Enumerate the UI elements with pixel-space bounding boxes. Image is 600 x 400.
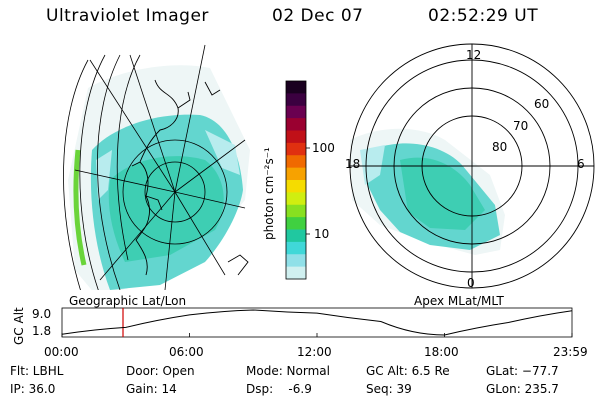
colorbar-band <box>286 167 306 181</box>
colorbar-band <box>286 266 306 280</box>
colorbar-band <box>286 229 306 243</box>
colorbar-tick-100: 100 <box>312 141 335 155</box>
time-label: 02:52:29 UT <box>428 6 539 26</box>
colorbar-band <box>286 192 306 206</box>
seq-info: Seq: 39 <box>366 382 412 396</box>
colorbar-band <box>286 118 306 132</box>
colorbar-band <box>286 254 306 268</box>
instrument-title: Ultraviolet Imager <box>46 6 209 26</box>
colorbar-band <box>286 180 306 193</box>
xtick-0000: 00:00 <box>44 345 79 359</box>
colorbar-band <box>286 204 306 218</box>
gc-alt-curve <box>61 309 573 336</box>
mlt-label-6: 6 <box>577 157 585 171</box>
colorbar-band <box>286 105 306 119</box>
date-label: 02 Dec 07 <box>272 6 364 26</box>
geo-green-arc <box>73 149 87 266</box>
mlat-label-80: 80 <box>492 140 508 154</box>
polar-label: Apex MLat/MLT <box>414 294 504 308</box>
colorbar-tick-10: 10 <box>314 227 330 241</box>
ip-info: IP: 36.0 <box>10 382 56 396</box>
mlat-label-60: 60 <box>534 97 550 111</box>
colorbar-band <box>286 217 306 231</box>
colorbar-band <box>286 142 306 156</box>
glon-info: GLon: 235.7 <box>486 382 559 396</box>
xtick-1800: 18:00 <box>424 345 459 359</box>
mlt-label-12: 12 <box>466 48 482 62</box>
glat-info: GLat: −77.7 <box>486 364 559 378</box>
door-info: Door: Open <box>126 364 195 378</box>
colorbar-band <box>286 155 306 169</box>
dsp-info: Dsp: -6.9 <box>246 382 312 396</box>
colorbar-band <box>286 130 306 144</box>
mlt-label-18: 18 <box>345 157 361 171</box>
gc-alt-info: GC Alt: 6.5 Re <box>366 364 450 378</box>
colorbar-band <box>286 81 306 94</box>
mlt-label-0: 0 <box>467 276 475 290</box>
colorbar-band <box>286 241 306 255</box>
filter-info: Flt: LBHL <box>10 364 64 378</box>
gc-alt-ylabel: GC Alt <box>12 307 26 345</box>
gain-info: Gain: 14 <box>126 382 177 396</box>
xtick-2359: 23:59 <box>553 345 588 359</box>
mlat-label-70: 70 <box>513 119 529 133</box>
mode-info: Mode: Normal <box>246 364 330 378</box>
colorbar-band <box>286 93 306 107</box>
xtick-1200: 12:00 <box>297 345 332 359</box>
geographic-label: Geographic Lat/Lon <box>69 294 187 308</box>
ytick-9: 9.0 <box>32 307 52 321</box>
ytick-1.8: 1.8 <box>32 324 52 338</box>
xtick-0600: 06:00 <box>169 345 204 359</box>
